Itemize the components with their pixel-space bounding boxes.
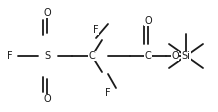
Text: C: C [145, 51, 151, 61]
Text: F: F [7, 51, 13, 61]
Text: O: O [171, 51, 179, 61]
Text: S: S [44, 51, 50, 61]
Text: O: O [144, 16, 152, 26]
Text: F: F [105, 88, 111, 98]
Text: F: F [93, 25, 99, 35]
Text: Si: Si [182, 51, 191, 61]
Text: C: C [89, 51, 95, 61]
Text: O: O [43, 8, 51, 18]
Text: O: O [43, 94, 51, 104]
